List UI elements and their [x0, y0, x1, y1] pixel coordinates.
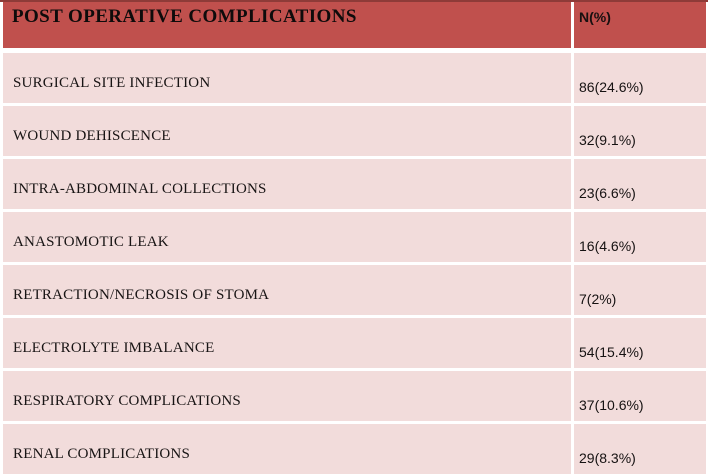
row-label: ELECTROLYTE IMBALANCE	[3, 318, 571, 368]
table-row: WOUND DEHISCENCE 32(9.1%)	[3, 106, 706, 156]
row-value: 7(2%)	[574, 265, 706, 315]
table-row: ANASTOMOTIC LEAK 16(4.6%)	[3, 212, 706, 262]
row-value: 54(15.4%)	[574, 318, 706, 368]
row-value: 37(10.6%)	[574, 371, 706, 421]
table-row: RENAL COMPLICATIONS 29(8.3%)	[3, 424, 706, 474]
table-top-border	[0, 0, 708, 2]
row-label: SURGICAL SITE INFECTION	[3, 53, 571, 103]
table-row: INTRA-ABDOMINAL COLLECTIONS 23(6.6%)	[3, 159, 706, 209]
row-label: RENAL COMPLICATIONS	[3, 424, 571, 474]
table-row: ELECTROLYTE IMBALANCE 54(15.4%)	[3, 318, 706, 368]
row-label: RESPIRATORY COMPLICATIONS	[3, 371, 571, 421]
row-value: 32(9.1%)	[574, 106, 706, 156]
header-cell-n-percent: N(%)	[574, 2, 706, 48]
header-cell-complications: POST OPERATIVE COMPLICATIONS	[3, 2, 571, 48]
row-value: 29(8.3%)	[574, 424, 706, 474]
row-value: 16(4.6%)	[574, 212, 706, 262]
table-row: SURGICAL SITE INFECTION 86(24.6%)	[3, 53, 706, 103]
row-label: RETRACTION/NECROSIS OF STOMA	[3, 265, 571, 315]
row-label: ANASTOMOTIC LEAK	[3, 212, 571, 262]
row-label: INTRA-ABDOMINAL COLLECTIONS	[3, 159, 571, 209]
table-header-row: POST OPERATIVE COMPLICATIONS N(%)	[3, 2, 706, 48]
row-label: WOUND DEHISCENCE	[3, 106, 571, 156]
row-value: 23(6.6%)	[574, 159, 706, 209]
table-row: RETRACTION/NECROSIS OF STOMA 7(2%)	[3, 265, 706, 315]
row-value: 86(24.6%)	[574, 53, 706, 103]
table-row: RESPIRATORY COMPLICATIONS 37(10.6%)	[3, 371, 706, 421]
